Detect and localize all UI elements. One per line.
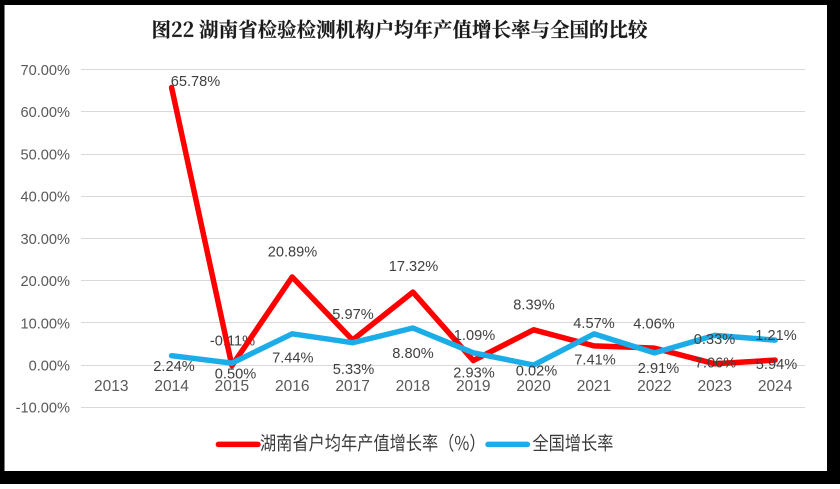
svg-text:2015: 2015 bbox=[215, 378, 249, 395]
svg-text:8.39%: 8.39% bbox=[513, 298, 554, 314]
svg-text:0.00%: 0.00% bbox=[29, 359, 70, 375]
svg-text:8.80%: 8.80% bbox=[392, 346, 433, 362]
svg-text:30.00%: 30.00% bbox=[21, 232, 71, 248]
svg-text:2.24%: 2.24% bbox=[153, 359, 194, 375]
svg-text:60.00%: 60.00% bbox=[21, 105, 71, 121]
svg-text:10.00%: 10.00% bbox=[21, 316, 71, 332]
svg-text:2020: 2020 bbox=[516, 378, 551, 395]
svg-text:20.00%: 20.00% bbox=[21, 274, 71, 290]
svg-text:0.33%: 0.33% bbox=[694, 332, 735, 348]
svg-text:2018: 2018 bbox=[396, 378, 430, 395]
svg-text:5.94%: 5.94% bbox=[756, 357, 797, 373]
svg-text:2023: 2023 bbox=[697, 378, 731, 395]
svg-text:4.06%: 4.06% bbox=[633, 317, 674, 333]
svg-text:7.06%: 7.06% bbox=[695, 356, 736, 372]
svg-text:2013: 2013 bbox=[94, 378, 128, 395]
svg-text:2017: 2017 bbox=[335, 378, 369, 395]
svg-text:0.50%: 0.50% bbox=[215, 366, 256, 382]
svg-text:2019: 2019 bbox=[456, 378, 490, 395]
svg-text:0.02%: 0.02% bbox=[516, 364, 557, 380]
svg-text:5.97%: 5.97% bbox=[332, 307, 373, 323]
svg-text:2021: 2021 bbox=[577, 378, 611, 395]
svg-text:50.00%: 50.00% bbox=[21, 147, 71, 163]
svg-text:7.44%: 7.44% bbox=[272, 351, 313, 367]
svg-text:40.00%: 40.00% bbox=[21, 190, 71, 206]
svg-text:5.33%: 5.33% bbox=[333, 362, 374, 378]
svg-text:-10.00%: -10.00% bbox=[16, 401, 70, 417]
svg-text:2014: 2014 bbox=[154, 378, 189, 395]
svg-text:2.93%: 2.93% bbox=[453, 366, 494, 382]
svg-text:70.00%: 70.00% bbox=[21, 63, 71, 79]
svg-text:17.32%: 17.32% bbox=[389, 259, 439, 275]
svg-text:1.21%: 1.21% bbox=[755, 328, 796, 344]
svg-text:20.89%: 20.89% bbox=[268, 245, 318, 261]
svg-text:2022: 2022 bbox=[637, 378, 671, 395]
svg-text:4.57%: 4.57% bbox=[573, 316, 614, 332]
svg-text:2016: 2016 bbox=[275, 378, 309, 395]
svg-text:65.78%: 65.78% bbox=[171, 74, 221, 90]
svg-text:2.91%: 2.91% bbox=[638, 361, 679, 377]
svg-text:1.09%: 1.09% bbox=[454, 328, 495, 344]
svg-text:7.41%: 7.41% bbox=[574, 353, 615, 369]
svg-text:2024: 2024 bbox=[758, 378, 793, 395]
